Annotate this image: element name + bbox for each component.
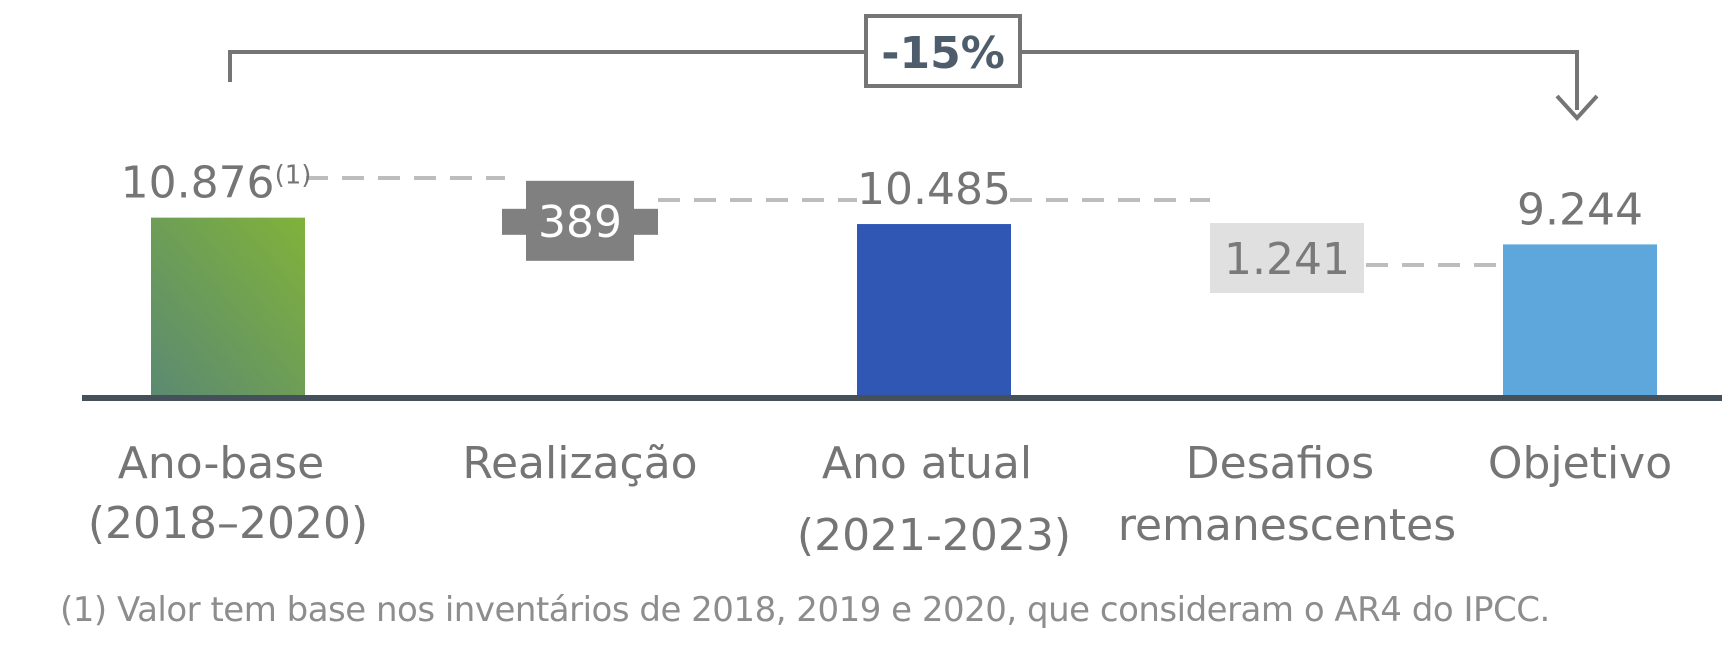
value-label-5: 9.244 [1517,184,1643,235]
delta-label-4: 1.241 [1224,234,1350,285]
delta-box-4 [1210,223,1364,294]
bar-3 [857,224,1011,396]
footnote-marker: (1) [275,161,312,191]
change-bracket [228,50,1579,110]
value-label-1: 10.876(1) [121,158,312,209]
change-box [864,14,1022,88]
change-label: -15% [881,28,1005,79]
delta-box-tabs [502,208,658,235]
footnote: (1) Valor tem base nos inventários de 20… [60,590,1550,630]
bar-1 [151,217,305,396]
value-label-3: 10.485 [857,164,1011,215]
category-label-ano-atual: Ano atual (2021-2023) [797,438,1071,561]
delta-label-2: 389 [538,197,622,248]
category-label-ano-base: Ano-base (2018–2020) [88,438,368,549]
category-label-realizacao: Realização [462,438,697,489]
change-arrowhead [1555,94,1599,121]
category-label-desafios: Desafios remanescentes [1118,438,1456,551]
category-label-objetivo: Objetivo [1488,438,1672,489]
bar-5 [1503,244,1657,396]
